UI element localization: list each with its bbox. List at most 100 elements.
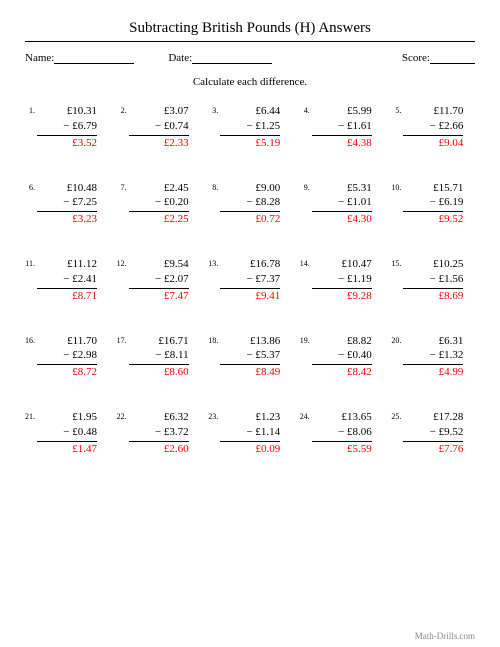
problem-body: £6.44− £1.25£5.19 [220, 104, 280, 151]
minuend: £15.71 [403, 181, 463, 196]
name-line [54, 53, 134, 64]
problem: 4.£5.99− £1.61£4.38 [300, 104, 384, 151]
minuend: £10.48 [37, 181, 97, 196]
problem-body: £11.70− £2.98£8.72 [37, 334, 97, 381]
problem-number: 17. [117, 334, 129, 345]
problem-number: 9. [300, 181, 312, 192]
problem-number: 21. [25, 410, 37, 421]
problem-number: 15. [391, 257, 403, 268]
date-label: Date: [168, 52, 192, 64]
problem: 11.£11.12− £2.41£8.71 [25, 257, 109, 304]
problem-body: £9.00− £8.28£0.72 [220, 181, 280, 228]
score-line [430, 53, 475, 64]
minuend: £13.65 [312, 410, 372, 425]
problem: 3.£6.44− £1.25£5.19 [208, 104, 292, 151]
problem: 10.£15.71− £6.19£9.52 [391, 181, 475, 228]
subtrahend: − £7.37 [220, 272, 280, 289]
subtrahend: − £2.98 [37, 348, 97, 365]
instruction: Calculate each difference. [25, 76, 475, 88]
minuend: £17.28 [403, 410, 463, 425]
answer: £4.99 [403, 365, 463, 380]
name-field: Name: [25, 52, 134, 64]
problem: 24.£13.65− £8.06£5.59 [300, 410, 384, 457]
score-label: Score: [402, 52, 430, 64]
subtrahend: − £0.20 [129, 195, 189, 212]
minuend: £11.70 [403, 104, 463, 119]
problem-number: 2. [117, 104, 129, 115]
page-title: Subtracting British Pounds (H) Answers [25, 20, 475, 37]
problem: 18.£13.86− £5.37£8.49 [208, 334, 292, 381]
problem-number: 23. [208, 410, 220, 421]
minuend: £11.12 [37, 257, 97, 272]
minuend: £6.32 [129, 410, 189, 425]
problem-number: 20. [391, 334, 403, 345]
subtrahend: − £1.01 [312, 195, 372, 212]
problem: 9.£5.31− £1.01£4.30 [300, 181, 384, 228]
problems-grid: 1.£10.31− £6.79£3.522.£3.07− £0.74£2.333… [25, 104, 475, 457]
problem-number: 3. [208, 104, 220, 115]
answer: £9.28 [312, 289, 372, 304]
minuend: £16.78 [220, 257, 280, 272]
problem-body: £11.12− £2.41£8.71 [37, 257, 97, 304]
answer: £2.33 [129, 136, 189, 151]
footer: Math-Drills.com [415, 631, 475, 641]
problem-number: 24. [300, 410, 312, 421]
minuend: £5.31 [312, 181, 372, 196]
subtrahend: − £0.74 [129, 119, 189, 136]
problem-body: £9.54− £2.07£7.47 [129, 257, 189, 304]
problem: 20.£6.31− £1.32£4.99 [391, 334, 475, 381]
subtrahend: − £1.19 [312, 272, 372, 289]
answer: £3.23 [37, 212, 97, 227]
subtrahend: − £0.40 [312, 348, 372, 365]
problem-body: £8.82− £0.40£8.42 [312, 334, 372, 381]
subtrahend: − £1.61 [312, 119, 372, 136]
problem: 8.£9.00− £8.28£0.72 [208, 181, 292, 228]
problem-number: 4. [300, 104, 312, 115]
minuend: £8.82 [312, 334, 372, 349]
problem: 12.£9.54− £2.07£7.47 [117, 257, 201, 304]
problem-body: £5.99− £1.61£4.38 [312, 104, 372, 151]
problem-number: 22. [117, 410, 129, 421]
subtrahend: − £2.66 [403, 119, 463, 136]
problem-number: 13. [208, 257, 220, 268]
problem-number: 8. [208, 181, 220, 192]
minuend: £11.70 [37, 334, 97, 349]
problem: 1.£10.31− £6.79£3.52 [25, 104, 109, 151]
minuend: £1.23 [220, 410, 280, 425]
answer: £0.72 [220, 212, 280, 227]
problem: 5.£11.70− £2.66£9.04 [391, 104, 475, 151]
minuend: £6.44 [220, 104, 280, 119]
date-line [192, 53, 272, 64]
problem-body: £13.65− £8.06£5.59 [312, 410, 372, 457]
minuend: £5.99 [312, 104, 372, 119]
problem: 17.£16.71− £8.11£8.60 [117, 334, 201, 381]
subtrahend: − £9.52 [403, 425, 463, 442]
minuend: £6.31 [403, 334, 463, 349]
problem-body: £15.71− £6.19£9.52 [403, 181, 463, 228]
problem: 22.£6.32− £3.72£2.60 [117, 410, 201, 457]
problem: 19.£8.82− £0.40£8.42 [300, 334, 384, 381]
problem-body: £13.86− £5.37£8.49 [220, 334, 280, 381]
problem-body: £10.47− £1.19£9.28 [312, 257, 372, 304]
problem: 23.£1.23− £1.14£0.09 [208, 410, 292, 457]
problem: 15.£10.25− £1.56£8.69 [391, 257, 475, 304]
answer: £5.59 [312, 442, 372, 457]
problem: 14.£10.47− £1.19£9.28 [300, 257, 384, 304]
answer: £9.52 [403, 212, 463, 227]
subtrahend: − £5.37 [220, 348, 280, 365]
answer: £7.47 [129, 289, 189, 304]
minuend: £9.54 [129, 257, 189, 272]
problem-number: 6. [25, 181, 37, 192]
problem-number: 11. [25, 257, 37, 268]
problem-number: 16. [25, 334, 37, 345]
minuend: £10.31 [37, 104, 97, 119]
title-rule [25, 41, 475, 42]
problem-body: £10.48− £7.25£3.23 [37, 181, 97, 228]
subtrahend: − £0.48 [37, 425, 97, 442]
subtrahend: − £2.07 [129, 272, 189, 289]
subtrahend: − £8.28 [220, 195, 280, 212]
problem: 21.£1.95− £0.48£1.47 [25, 410, 109, 457]
problem-number: 18. [208, 334, 220, 345]
subtrahend: − £2.41 [37, 272, 97, 289]
score-field: Score: [402, 52, 475, 64]
